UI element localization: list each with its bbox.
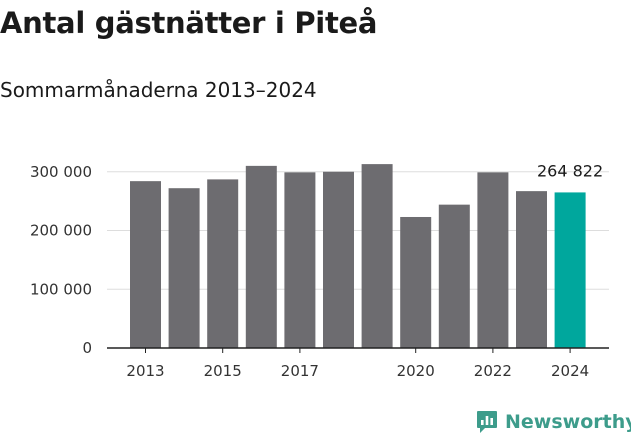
chart-title: Antal gästnätter i Piteå xyxy=(0,6,378,40)
bar xyxy=(516,191,547,348)
bar-chart: 0 100 000 200 000 300 000 2013 2015 2017 2020 20… xyxy=(30,161,609,380)
x-tick-label: 2017 xyxy=(281,362,319,380)
bar xyxy=(168,188,200,348)
bar xyxy=(438,204,470,348)
y-tick-label: 300 000 xyxy=(30,163,92,181)
y-tick-label: 200 000 xyxy=(30,222,92,240)
bar xyxy=(130,181,161,348)
x-tick-label: 2015 xyxy=(204,362,242,380)
brand-name: Newsworthy xyxy=(505,411,631,433)
x-tick-label: 2024 xyxy=(551,362,589,380)
bar xyxy=(361,164,393,348)
bar xyxy=(207,179,239,348)
brand-logo: Newsworthy xyxy=(476,408,631,436)
bar-chart-speech-icon xyxy=(477,411,497,433)
bar xyxy=(284,172,316,348)
data-label: 264 822 xyxy=(537,161,603,180)
bar xyxy=(245,165,277,348)
y-tick-label: 0 xyxy=(82,339,92,357)
bar xyxy=(323,171,354,348)
x-tick-label: 2022 xyxy=(474,362,512,380)
bar xyxy=(400,216,432,348)
bar xyxy=(477,172,509,348)
bar xyxy=(554,192,586,348)
x-tick-label: 2013 xyxy=(126,362,164,380)
chart-subtitle: Sommarmånaderna 2013–2024 xyxy=(0,78,317,102)
x-tick-label: 2020 xyxy=(397,362,435,380)
y-tick-label: 100 000 xyxy=(30,280,92,298)
